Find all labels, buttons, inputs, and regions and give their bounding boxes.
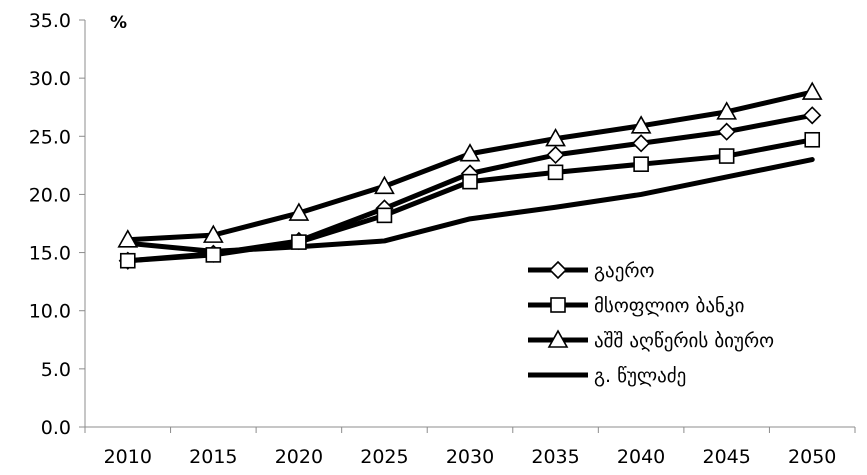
x-tick-label: 2025 — [360, 446, 408, 468]
data-point-1 — [803, 106, 822, 125]
data-point-2 — [205, 247, 222, 263]
data-point-2 — [291, 234, 307, 250]
data-point-2 — [462, 173, 478, 190]
tick-labels: 0.0 5.0 10.0 15.0 20.0 25.0 30.0 35.0 2010 2015 20… — [29, 10, 837, 468]
y-tick-label: 30.0 — [29, 68, 71, 90]
legend-marker — [547, 329, 569, 348]
data-point-3 — [716, 101, 738, 120]
legend-label: მსოფლიო ბანკი — [594, 295, 744, 317]
y-tick-label: 10.0 — [29, 301, 71, 323]
data-point-2 — [547, 164, 564, 181]
legend-label: აშშ აღწერის ბიურო — [594, 330, 774, 352]
x-tick-label: 2045 — [702, 446, 750, 468]
y-axis-unit-label: % — [110, 13, 127, 33]
data-point-3 — [630, 115, 652, 134]
data-point-2 — [119, 252, 136, 269]
x-tick-label: 2015 — [189, 446, 237, 468]
data-point-2 — [718, 148, 735, 164]
legend: გაერო მსოფლიო ბანკი აშშ აღწერის ბიურო გ. წუ… — [528, 260, 774, 387]
x-tick-label: 2035 — [531, 446, 579, 468]
x-tick-label: 2050 — [788, 446, 836, 468]
data-point-3 — [545, 127, 566, 147]
data-point-1 — [631, 134, 651, 153]
series-group — [117, 81, 823, 270]
data-point-3 — [801, 81, 823, 100]
legend-marker — [550, 297, 566, 313]
y-tick-label: 0.0 — [41, 417, 71, 439]
data-point-3 — [459, 143, 481, 162]
axes — [79, 19, 856, 433]
data-point-2 — [376, 207, 393, 224]
x-tick-label: 2020 — [275, 446, 323, 468]
data-point-3 — [374, 175, 395, 195]
series-line-4 — [125, 157, 815, 254]
data-point-3 — [202, 224, 224, 243]
legend-label: გაერო — [594, 260, 654, 282]
data-point-3 — [288, 202, 310, 221]
data-point-1 — [546, 145, 565, 165]
data-point-3 — [117, 229, 139, 248]
y-tick-label: 25.0 — [29, 126, 71, 148]
legend-marker — [548, 260, 568, 280]
y-tick-label: 15.0 — [29, 243, 71, 265]
data-point-2 — [633, 156, 649, 172]
legend-label: გ. წულაძე — [594, 365, 686, 387]
x-tick-label: 2030 — [446, 446, 494, 468]
data-point-1 — [717, 122, 736, 141]
y-tick-label: 5.0 — [41, 359, 71, 381]
data-point-2 — [804, 131, 821, 148]
x-tick-label: 2010 — [104, 446, 152, 468]
y-tick-label: 20.0 — [29, 184, 71, 206]
y-tick-label: 35.0 — [29, 10, 71, 32]
x-tick-label: 2040 — [617, 446, 665, 468]
